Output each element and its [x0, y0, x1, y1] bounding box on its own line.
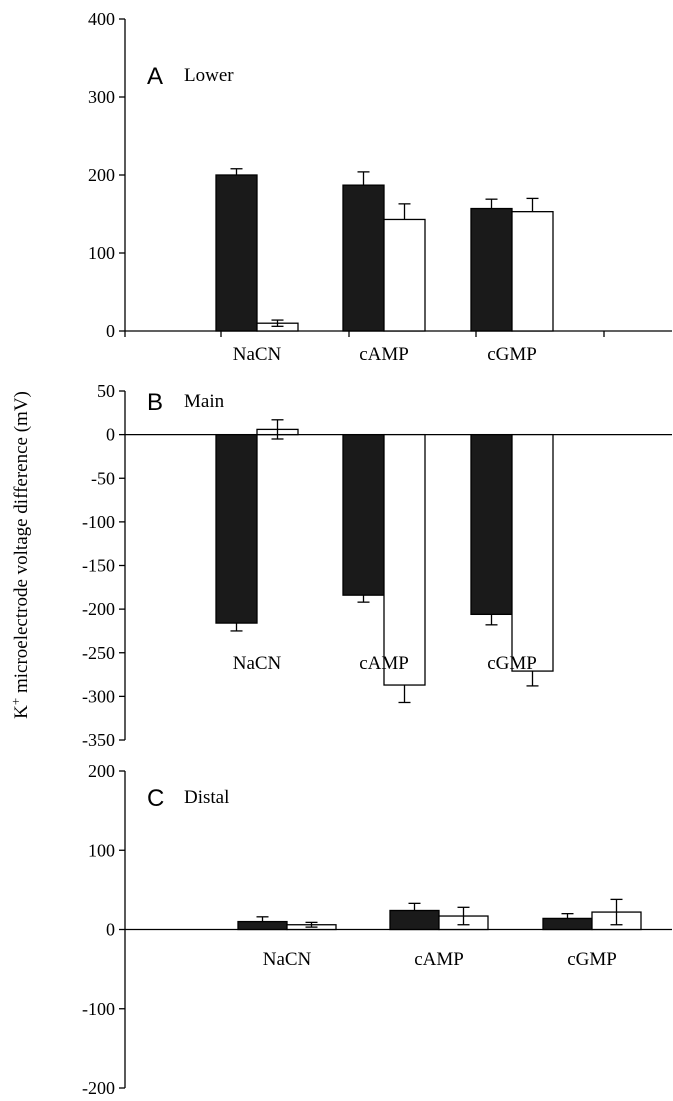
chart-panel-b: -350 -300 -250 -200 -150 -100 -50 0 50 NaCN cAMP cG… — [82, 381, 672, 750]
y-tick-label: 200 — [88, 761, 115, 781]
panel-title: Main — [184, 391, 225, 412]
y-tick-label: 200 — [88, 165, 115, 185]
y-tick-label: -100 — [82, 999, 115, 1019]
bar-series-2-cgmp — [511, 433, 554, 672]
y-axis-label-rest: microelectrode voltage difference (mV) — [11, 391, 32, 698]
y-tick-label: -50 — [91, 468, 115, 488]
y-axis-label: K+ microelectrode voltage difference (mV… — [8, 391, 32, 719]
panel-title: Lower — [184, 65, 234, 86]
panel-letter: C — [147, 785, 164, 812]
category-label-cgmp: cGMP — [567, 949, 617, 970]
y-tick-label: -300 — [82, 686, 115, 706]
y-tick-label: -250 — [82, 643, 115, 663]
bar-series-2-camp — [383, 218, 426, 332]
category-label-cgmp: cGMP — [487, 653, 537, 674]
y-tick-label: 400 — [88, 9, 115, 29]
category-label-nacn: NaCN — [233, 653, 282, 674]
bar-series-1-cgmp — [470, 433, 513, 616]
panel-letter: B — [147, 389, 163, 416]
category-label-nacn: NaCN — [263, 949, 312, 970]
category-label-camp: cAMP — [359, 344, 409, 365]
y-tick-label: 50 — [97, 381, 115, 401]
bar-series-1-nacn — [215, 433, 258, 624]
y-axis-label-superscript: + — [8, 698, 23, 705]
y-tick-label: -350 — [82, 730, 115, 750]
bar-series-1-nacn — [237, 920, 288, 931]
y-tick-label: -200 — [82, 1078, 115, 1098]
category-label-cgmp: cGMP — [487, 344, 537, 365]
y-tick-label: 100 — [88, 243, 115, 263]
y-tick-label: 0 — [106, 425, 115, 445]
y-tick-label: -200 — [82, 599, 115, 619]
category-label-camp: cAMP — [359, 653, 409, 674]
bar-series-1-nacn — [215, 174, 258, 332]
y-tick-label: 100 — [88, 840, 115, 860]
panel-title: Distal — [184, 787, 229, 808]
y-tick-label: -150 — [82, 556, 115, 576]
category-label-camp: cAMP — [414, 949, 464, 970]
category-label-nacn: NaCN — [233, 344, 282, 365]
y-tick-label: 300 — [88, 87, 115, 107]
chart-panel-c: -200 -100 0 100 200 NaCN cAMP cGMP C Distal — [82, 761, 672, 1098]
bar-series-2-camp — [383, 433, 426, 686]
bar-series-1-camp — [342, 433, 385, 596]
chart-panel-a: 0 100 200 300 400 NaCN cAMP cGMP A Lower — [88, 9, 672, 365]
panel-letter: A — [147, 63, 163, 90]
bar-series-1-camp — [389, 909, 440, 931]
bar-series-2-cgmp — [511, 211, 554, 332]
y-axis-label-main: K — [11, 705, 32, 719]
bar-series-1-camp — [342, 184, 385, 332]
bar-series-1-cgmp — [542, 917, 593, 931]
y-tick-label: 0 — [106, 321, 115, 341]
y-tick-label: 0 — [106, 920, 115, 940]
bar-series-1-cgmp — [470, 207, 513, 332]
y-tick-label: -100 — [82, 512, 115, 532]
